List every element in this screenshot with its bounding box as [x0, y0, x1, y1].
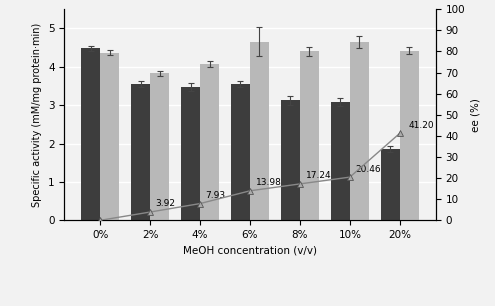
Bar [81, 48, 100, 220]
Text: 41.20: 41.20 [408, 121, 434, 130]
Bar [381, 149, 400, 220]
Text: 7.93: 7.93 [205, 191, 226, 200]
Bar [300, 51, 319, 220]
Bar [150, 73, 169, 220]
Bar [200, 64, 219, 220]
Text: 17.24: 17.24 [305, 171, 331, 180]
Text: 3.92: 3.92 [156, 200, 176, 208]
Bar [231, 84, 250, 220]
Bar [281, 100, 300, 220]
Bar [250, 42, 269, 220]
Y-axis label: ee (%): ee (%) [471, 98, 481, 132]
Bar [131, 84, 150, 220]
Bar [400, 50, 419, 220]
Y-axis label: Specific activity (mM/mg protein·min): Specific activity (mM/mg protein·min) [33, 23, 43, 207]
Text: 13.98: 13.98 [255, 178, 281, 187]
Text: 20.46: 20.46 [355, 165, 381, 174]
Bar [350, 42, 369, 220]
Bar [100, 53, 119, 220]
X-axis label: MeOH concentration (v/v): MeOH concentration (v/v) [183, 246, 317, 256]
Bar [181, 87, 200, 220]
Bar [331, 102, 350, 220]
